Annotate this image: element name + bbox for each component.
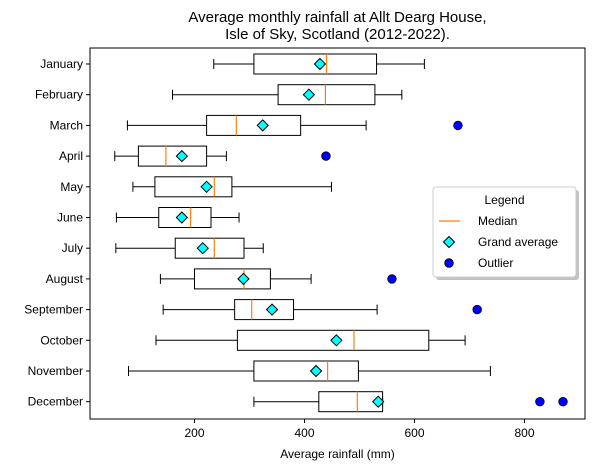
x-tick-label: 200 — [184, 426, 204, 440]
box-row — [172, 84, 403, 106]
x-tick-label: 600 — [404, 426, 424, 440]
chart-title: Average monthly rainfall at Allt Dearg H… — [188, 9, 486, 43]
iqr-box — [174, 237, 245, 259]
legend-mean-swatch — [442, 235, 456, 249]
y-tick-label: April — [59, 149, 83, 163]
y-tick-label: December — [28, 395, 83, 409]
x-axis-ticks: 200 400 600 800 — [184, 419, 535, 440]
mean-marker — [313, 57, 327, 71]
outlier-point — [558, 397, 568, 407]
outlier-point — [535, 397, 545, 407]
y-axis-ticks: January February March April May June July Augu… — [24, 57, 90, 409]
y-tick-label: January — [40, 57, 83, 71]
x-tick-label: 800 — [514, 426, 534, 440]
box-row — [132, 176, 332, 198]
mean-marker — [196, 241, 209, 255]
iqr-box — [277, 84, 376, 106]
legend-entry-label: Grand average — [478, 235, 558, 249]
y-tick-label: August — [46, 272, 84, 286]
box-row — [128, 360, 491, 382]
iqr-box — [253, 360, 359, 382]
x-tick-label: 400 — [294, 426, 314, 440]
mean-marker — [200, 180, 213, 194]
iqr-box — [194, 268, 271, 290]
box-row — [155, 329, 466, 351]
legend-entry-label: Median — [478, 214, 517, 228]
outlier-point — [387, 274, 397, 284]
chart-title-line: Average monthly rainfall at Allt Dearg H… — [188, 9, 486, 26]
y-tick-label: February — [35, 88, 83, 102]
legend-outlier-swatch — [444, 258, 454, 268]
iqr-box — [234, 299, 294, 321]
x-axis-label: Average rainfall (mm) — [280, 447, 394, 461]
y-tick-label: March — [50, 118, 83, 132]
y-tick-label: September — [24, 303, 83, 317]
mean-marker — [265, 303, 279, 316]
mean-marker — [256, 119, 269, 132]
chart-title-line: Isle of Sky, Scotland (2012-2022). — [225, 26, 450, 43]
iqr-box — [158, 207, 212, 228]
outlier-point — [321, 151, 331, 161]
legend-title: Legend — [484, 193, 524, 207]
box-row — [115, 207, 240, 228]
mean-marker — [371, 395, 385, 408]
box-row — [126, 114, 463, 136]
y-tick-label: October — [40, 333, 83, 347]
mean-marker — [175, 149, 189, 163]
box-row — [159, 268, 397, 290]
plot-frame — [89, 47, 586, 420]
y-tick-label: June — [57, 211, 83, 225]
box-row — [114, 145, 331, 167]
mean-marker — [175, 211, 189, 224]
mean-marker — [302, 88, 316, 101]
box-row — [253, 391, 568, 413]
legend-box — [432, 186, 577, 278]
outlier-point — [472, 304, 482, 315]
iqr-box — [236, 329, 430, 351]
box-row — [213, 53, 425, 75]
mean-marker — [309, 364, 323, 378]
y-tick-label: November — [28, 364, 83, 378]
plot-area — [89, 47, 586, 420]
iqr-box — [137, 145, 208, 167]
box-row — [115, 237, 264, 259]
box-row — [162, 299, 482, 321]
mean-marker — [237, 272, 250, 286]
legend: Legend Median Grand average Outlier — [432, 186, 579, 280]
y-tick-label: July — [62, 241, 83, 255]
iqr-box — [253, 53, 378, 75]
mean-marker — [330, 334, 343, 347]
iqr-box — [154, 176, 233, 198]
legend-entry-label: Outlier — [478, 256, 513, 270]
outlier-point — [453, 120, 463, 131]
y-tick-label: May — [60, 180, 83, 194]
iqr-box — [206, 114, 302, 136]
